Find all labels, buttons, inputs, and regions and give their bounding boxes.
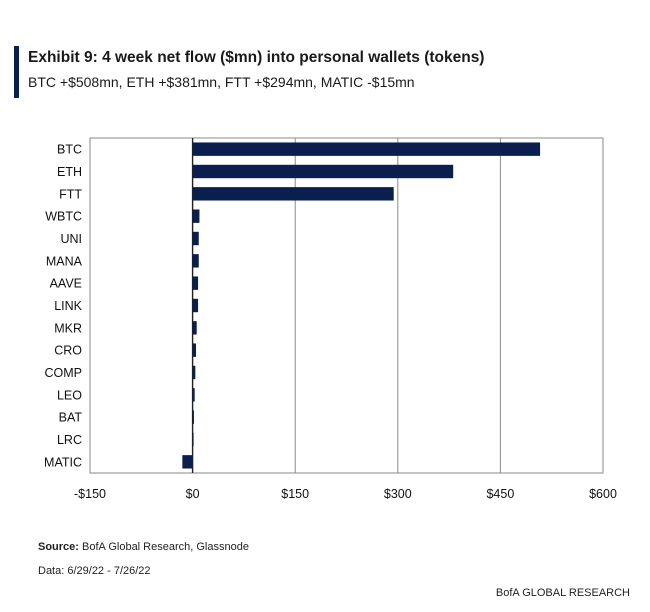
category-label: CRO xyxy=(54,344,82,358)
bar-eth xyxy=(192,164,454,179)
x-tick-label: $150 xyxy=(281,487,309,501)
bar-comp xyxy=(192,365,196,380)
category-label: UNI xyxy=(60,232,82,246)
category-label: WBTC xyxy=(45,210,82,224)
title-accent-bar xyxy=(14,46,19,98)
category-label: LINK xyxy=(54,299,82,313)
data-dates: Data: 6/29/22 - 7/26/22 xyxy=(38,565,151,577)
chart-title: Exhibit 9: 4 week net flow ($mn) into pe… xyxy=(28,49,485,66)
bar-mkr xyxy=(192,321,197,335)
bar-leo xyxy=(192,388,195,402)
x-tick-label: $600 xyxy=(589,487,617,501)
category-label: COMP xyxy=(45,366,83,380)
category-label: MANA xyxy=(46,254,83,268)
source-text: BofA Global Research, Glassnode xyxy=(82,541,249,553)
source-note: Source: BofA Global Research, Glassnode xyxy=(38,541,249,553)
bar-mana xyxy=(192,254,199,268)
x-tick-label: -$150 xyxy=(74,487,106,501)
category-label: ETH xyxy=(57,165,82,179)
source-label: Source: xyxy=(38,541,79,553)
bar-btc xyxy=(192,142,541,156)
category-label: FTT xyxy=(59,187,82,201)
bar-cro xyxy=(192,343,197,357)
category-label: BAT xyxy=(59,411,83,425)
bar-lrc xyxy=(192,432,194,447)
x-tick-label: $0 xyxy=(186,487,200,501)
category-label: LEO xyxy=(57,388,82,402)
bar-wbtc xyxy=(192,209,200,223)
bar-ftt xyxy=(192,187,394,201)
category-label: MKR xyxy=(54,321,82,335)
bar-matic xyxy=(182,455,193,469)
bar-bat xyxy=(192,410,194,424)
brand-footer: BofA GLOBAL RESEARCH xyxy=(495,587,630,599)
bars xyxy=(182,142,541,469)
category-labels: BTC ETH FTT WBTC UNI MANA AAVE LINK MKR CRO COMP LE… xyxy=(44,143,83,470)
x-tick-labels: -$150 $0 $150 $300 $450 $600 xyxy=(74,487,617,501)
bar-link xyxy=(192,298,199,313)
category-label: AAVE xyxy=(50,277,82,291)
category-label: MATIC xyxy=(44,455,82,469)
x-tick-label: $450 xyxy=(486,487,514,501)
bar-uni xyxy=(192,231,199,246)
bar-aave xyxy=(192,276,199,290)
category-label: LRC xyxy=(57,433,82,447)
x-tick-label: $300 xyxy=(384,487,412,501)
category-label: BTC xyxy=(57,143,82,157)
chart-subtitle: BTC +$508mn, ETH +$381mn, FTT +$294mn, M… xyxy=(28,74,415,90)
